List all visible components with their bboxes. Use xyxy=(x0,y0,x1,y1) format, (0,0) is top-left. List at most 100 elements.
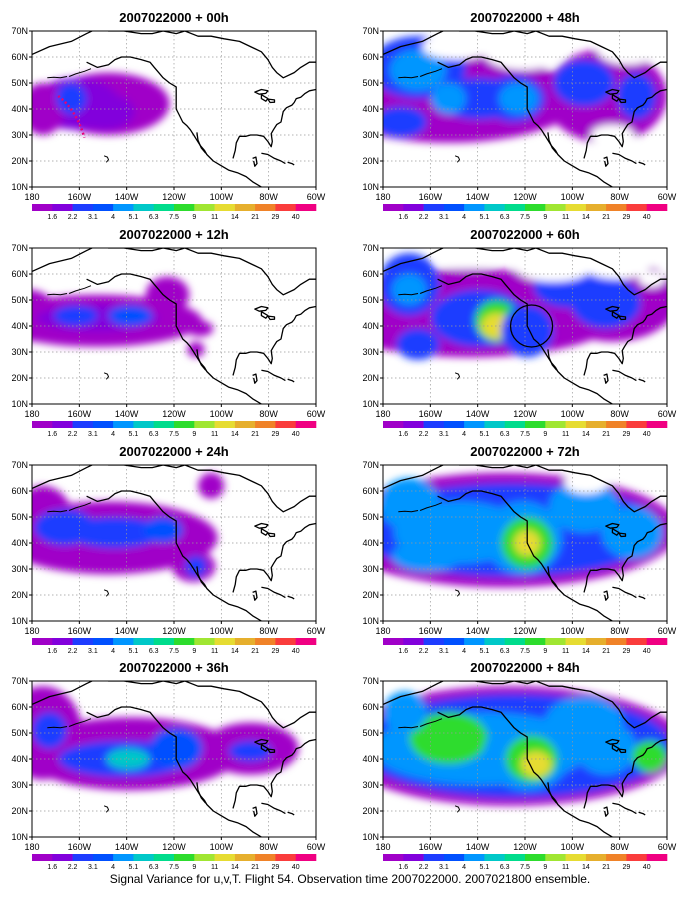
coastline xyxy=(196,566,207,588)
y-tick-label: 20N xyxy=(362,806,379,816)
colorbar-label: 4 xyxy=(111,431,115,438)
y-tick-label: 10N xyxy=(11,616,28,626)
colorbar-swatch xyxy=(113,854,134,861)
lake-outline xyxy=(611,528,620,536)
island-outline xyxy=(47,510,68,513)
coastline xyxy=(547,349,558,371)
island-outline xyxy=(419,718,443,727)
colorbar-label: 2.2 xyxy=(68,864,78,871)
colorbar-swatch xyxy=(626,638,647,645)
x-tick-label: 160W xyxy=(419,842,443,852)
colorbar-swatch xyxy=(113,638,134,645)
colorbar-label: 4 xyxy=(111,864,115,871)
y-tick-label: 70N xyxy=(362,676,379,686)
island-outline xyxy=(398,76,419,79)
coastline xyxy=(437,490,613,621)
x-tick-label: 160W xyxy=(68,842,92,852)
x-tick-label: 100W xyxy=(210,626,234,636)
coastline xyxy=(232,738,316,809)
map-panel-p72: 2007022000 + 72h 180 160W 140W 120W 100W 80W 60… xyxy=(362,444,676,655)
field-region xyxy=(498,83,539,115)
y-tick-label: 40N xyxy=(362,321,379,331)
colorbar-label: 29 xyxy=(623,648,631,655)
y-tick-label: 40N xyxy=(11,321,28,331)
coastline xyxy=(638,811,646,816)
map-panel-p60: 2007022000 + 60h 180 160W 140W 120W 100W 80W 60… xyxy=(362,227,676,438)
colorbar-swatch xyxy=(255,421,276,428)
x-tick-label: 60W xyxy=(658,192,677,202)
colorbar-label: 29 xyxy=(272,214,280,221)
colorbar-label: 9 xyxy=(543,431,547,438)
colorbar-swatch xyxy=(275,854,296,861)
x-tick-label: 140W xyxy=(115,192,139,202)
colorbar-swatch xyxy=(464,854,485,861)
colorbar-label: 2.2 xyxy=(419,431,429,438)
island-outline xyxy=(47,726,68,729)
colorbar-label: 21 xyxy=(251,214,259,221)
field-region xyxy=(520,751,552,778)
colorbar-swatch xyxy=(606,854,627,861)
colorbar-swatch xyxy=(403,421,424,428)
colorbar-swatch xyxy=(504,854,526,861)
panel-title: 2007022000 + 72h xyxy=(470,444,580,459)
colorbar-label: 2.2 xyxy=(419,214,429,221)
panel-title: 2007022000 + 24h xyxy=(119,444,229,459)
colorbar-swatch xyxy=(133,638,154,645)
colorbar-swatch xyxy=(565,421,587,428)
coastline xyxy=(232,305,316,376)
y-tick-label: 30N xyxy=(11,780,28,790)
colorbar-label: 6.3 xyxy=(149,214,159,221)
field-region xyxy=(184,556,207,577)
y-tick-label: 70N xyxy=(11,460,28,470)
colorbar: 1.6 2.2 3.1 4 5.1 6.3 7.5 9 11 14 21 29 40 xyxy=(32,854,317,871)
colorbar-swatch xyxy=(255,854,276,861)
x-tick-label: 160W xyxy=(68,409,92,419)
colorbar-swatch xyxy=(52,204,73,211)
lake-outline xyxy=(605,88,620,95)
colorbar-swatch xyxy=(133,854,154,861)
island-outline xyxy=(398,510,419,513)
x-tick-label: 120W xyxy=(162,192,186,202)
colorbar-swatch xyxy=(403,854,424,861)
field-region xyxy=(383,106,427,138)
colorbar-label: 5.1 xyxy=(129,864,139,871)
colorbar-swatch xyxy=(565,638,587,645)
variance-field xyxy=(32,276,214,358)
colorbar-label: 7.5 xyxy=(169,431,179,438)
x-tick-label: 60W xyxy=(307,409,326,419)
coastline xyxy=(547,782,558,804)
y-tick-label: 70N xyxy=(362,460,379,470)
coastline xyxy=(383,681,667,729)
field-gap xyxy=(422,33,493,60)
lake-outline xyxy=(267,532,276,538)
graticule xyxy=(32,465,316,621)
colorbar-label: 6.3 xyxy=(500,431,510,438)
x-tick-label: 100W xyxy=(561,409,585,419)
x-tick-label: 180 xyxy=(375,409,390,419)
colorbar-swatch xyxy=(92,204,114,211)
graticule xyxy=(383,31,667,187)
graticule xyxy=(383,681,667,837)
colorbar-label: 14 xyxy=(231,864,239,871)
colorbar-swatch xyxy=(32,854,53,861)
field-region xyxy=(391,540,462,572)
x-tick-label: 100W xyxy=(561,626,585,636)
colorbar-swatch xyxy=(646,638,668,645)
colorbar-swatch xyxy=(92,854,114,861)
island-outline xyxy=(454,372,460,380)
colorbar-label: 7.5 xyxy=(169,864,179,871)
colorbar-swatch xyxy=(153,854,175,861)
colorbar-label: 14 xyxy=(582,864,590,871)
field-gap xyxy=(581,248,652,280)
field-gap xyxy=(435,248,497,269)
colorbar-swatch xyxy=(504,204,526,211)
colorbar-swatch xyxy=(133,204,154,211)
colorbar-label: 2.2 xyxy=(419,864,429,871)
coastline xyxy=(612,586,637,599)
x-tick-label: 180 xyxy=(24,842,39,852)
colorbar-label: 4 xyxy=(462,648,466,655)
colorbar-label: 14 xyxy=(582,431,590,438)
coastline xyxy=(287,811,295,816)
x-tick-label: 80W xyxy=(610,409,629,419)
coastline xyxy=(603,156,609,167)
